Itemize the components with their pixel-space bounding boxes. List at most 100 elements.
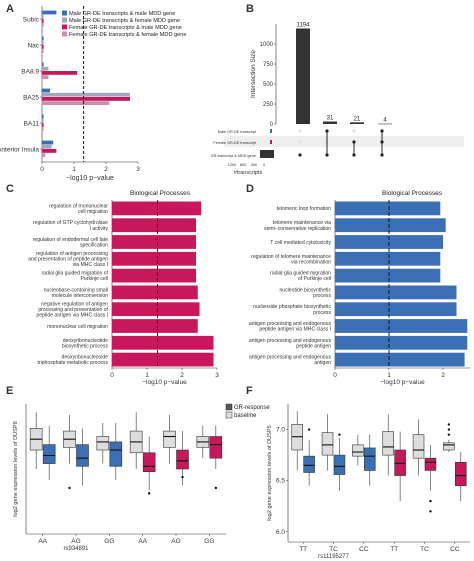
- panel-d-x-tick-label: 2: [441, 372, 445, 379]
- panel-f-box: [352, 444, 364, 457]
- panel-a-bar: [42, 149, 57, 153]
- panel-f-outlier: [447, 433, 451, 436]
- panel-a-legend-swatch: [62, 17, 67, 23]
- panel-c-category-label: mononuclear cell migration: [47, 324, 108, 330]
- panel-d-category-label: regulation of telomere maintenance via re…: [251, 254, 331, 266]
- panel-c-category-label: regulation of endodermal cell fate specif…: [33, 237, 108, 249]
- panel-a-category-label: Subic: [23, 17, 40, 24]
- panel-c-bar: [112, 268, 196, 283]
- panel-label-e: E: [6, 385, 13, 397]
- panel-c-category-label: regulation of mononuclear cell migration: [49, 203, 108, 215]
- panel-d-category-label: T cell mediated cytotoxicity: [270, 240, 331, 246]
- panel-f-x-tick-label: TC: [420, 546, 429, 553]
- panel-b-set-marker: [270, 129, 272, 133]
- panel-c-bar: [112, 352, 214, 367]
- panel-b-bar: [350, 122, 364, 124]
- panel-f-outlier: [429, 499, 432, 503]
- panel-f-outlier: [429, 510, 432, 513]
- panel-b-y-tick-label: 1000: [260, 42, 274, 48]
- panel-f-outlier: [307, 428, 311, 431]
- panel-b-set-size-tick: 0: [263, 163, 265, 167]
- panel-e-box: [209, 436, 223, 459]
- panel-d-x-axis-label: −log10 p−value: [380, 379, 425, 386]
- panel-d-category-label: antigen processing and endogenous peptide…: [249, 338, 332, 350]
- panel-e-x-tick-label: AG: [171, 538, 180, 545]
- panel-e-x-tick-label: GG: [204, 538, 214, 545]
- panel-d-bar: [335, 302, 457, 317]
- panel-a-legend-swatch: [62, 10, 67, 16]
- panel-c-bar: [112, 218, 196, 233]
- panel-c-category-label: negative regulation of antigen processing…: [36, 301, 108, 318]
- panel-c-bar: [112, 319, 198, 333]
- panel-b-matrix-dot: [298, 129, 302, 133]
- panel-c-category-label: regulation of GTP cyclohydrolase I activi…: [33, 220, 108, 232]
- panel-e-x-tick-label: AA: [38, 538, 47, 545]
- panel-f-x-tick-label: TT: [299, 546, 307, 553]
- panel-c-x-tick-label: 1: [145, 372, 149, 379]
- panel-e-box: [142, 452, 156, 473]
- panel-e-box: [163, 430, 176, 448]
- panel-e-outlier: [147, 492, 151, 495]
- panel-c-category-label: nucleobase-containing small molecule inte…: [44, 287, 108, 299]
- panel-d-category-label: telomere maintenance via semi−conservativ…: [264, 220, 331, 232]
- panel-e-outlier: [181, 475, 184, 479]
- panel-e-box: [76, 444, 89, 467]
- panel-f-outlier: [447, 428, 451, 431]
- panel-a-bar: [42, 71, 78, 75]
- panel-d-category-label: nucleoside phosphate biosynthetic process: [253, 304, 331, 316]
- panel-a-bar: [42, 127, 44, 131]
- panel-d-bar: [335, 201, 441, 216]
- panel-a-bar: [42, 23, 44, 27]
- panel-a-category-label: Anterior Insula: [0, 147, 39, 154]
- panel-e-outlier: [214, 486, 218, 490]
- panel-label-f: F: [246, 385, 253, 397]
- panel-label-c: C: [6, 183, 14, 195]
- panel-d-x-tick-label: 1: [387, 372, 391, 379]
- panel-b-set-size-tick: 1200: [228, 163, 236, 167]
- panel-e-x-axis-label: rs934891: [63, 546, 89, 552]
- panel-b-set-size-label: #transcripts: [234, 170, 263, 176]
- panel-a-x-tick-label: 0: [40, 166, 44, 173]
- panel-e-legend-label: baseline: [234, 413, 257, 419]
- panel-b-matrix-dot: [298, 153, 302, 157]
- panel-b-matrix-dot: [298, 140, 302, 144]
- panel-f-box: [424, 457, 437, 471]
- panel-a-legend-label: Female GR-DE transcripts & male MDD gene: [69, 25, 182, 31]
- panel-b-bar: [296, 28, 310, 125]
- panel-label-a: A: [6, 3, 14, 15]
- panel-f-box: [364, 447, 376, 471]
- panel-c-category-label: radial glia guided migration of Purkinje …: [41, 271, 108, 283]
- panel-e-box: [176, 449, 189, 470]
- panel-c-x-axis-label: −log10 p−value: [142, 379, 187, 386]
- panel-e-legend-swatch: [225, 411, 233, 419]
- panel-c-x-tick-label: 2: [180, 372, 184, 379]
- panel-a-bar: [42, 45, 44, 49]
- panel-e-y-axis-label: log2 gene expression levels of DUSP8: [13, 421, 19, 516]
- panel-e-legend-swatch: [225, 403, 233, 411]
- panel-a-x-tick-label: 1: [72, 166, 76, 173]
- panel-c-bar: [112, 335, 214, 350]
- panel-a-bar: [42, 66, 49, 71]
- panel-a-category-label: Nac: [27, 43, 39, 50]
- panel-c-title: Biological Processes: [130, 190, 191, 197]
- panel-a-legend-swatch: [62, 24, 67, 30]
- panel-d-category-label: antigen processing and endogenous peptide…: [249, 321, 332, 333]
- panel-c-x-tick-label: 3: [215, 372, 219, 379]
- panel-a-x-tick-label: 2: [104, 166, 108, 173]
- panel-a-bar: [42, 97, 130, 101]
- panel-d-x-tick-label: 0: [333, 372, 337, 379]
- panel-c-bar: [112, 235, 196, 249]
- panel-d-category-label: nucleotide biosynthetic process: [279, 287, 331, 299]
- panel-a-bar: [42, 114, 44, 119]
- panel-f-x-tick-label: CC: [450, 546, 460, 553]
- panel-a-bar: [42, 88, 50, 93]
- panel-b-y-tick-label: 0: [270, 122, 274, 128]
- panel-d-category-label: telomeric loop formation: [277, 206, 332, 212]
- panel-label-b: B: [246, 3, 254, 15]
- panel-e-x-tick-label: AG: [71, 538, 80, 545]
- panel-d-title: Biological Processes: [382, 190, 443, 197]
- panel-b-value-label: 4: [383, 118, 387, 124]
- panel-a-legend-swatch: [62, 31, 67, 37]
- panel-a-bar: [42, 49, 44, 53]
- panel-a-category-label: BA11: [24, 121, 40, 128]
